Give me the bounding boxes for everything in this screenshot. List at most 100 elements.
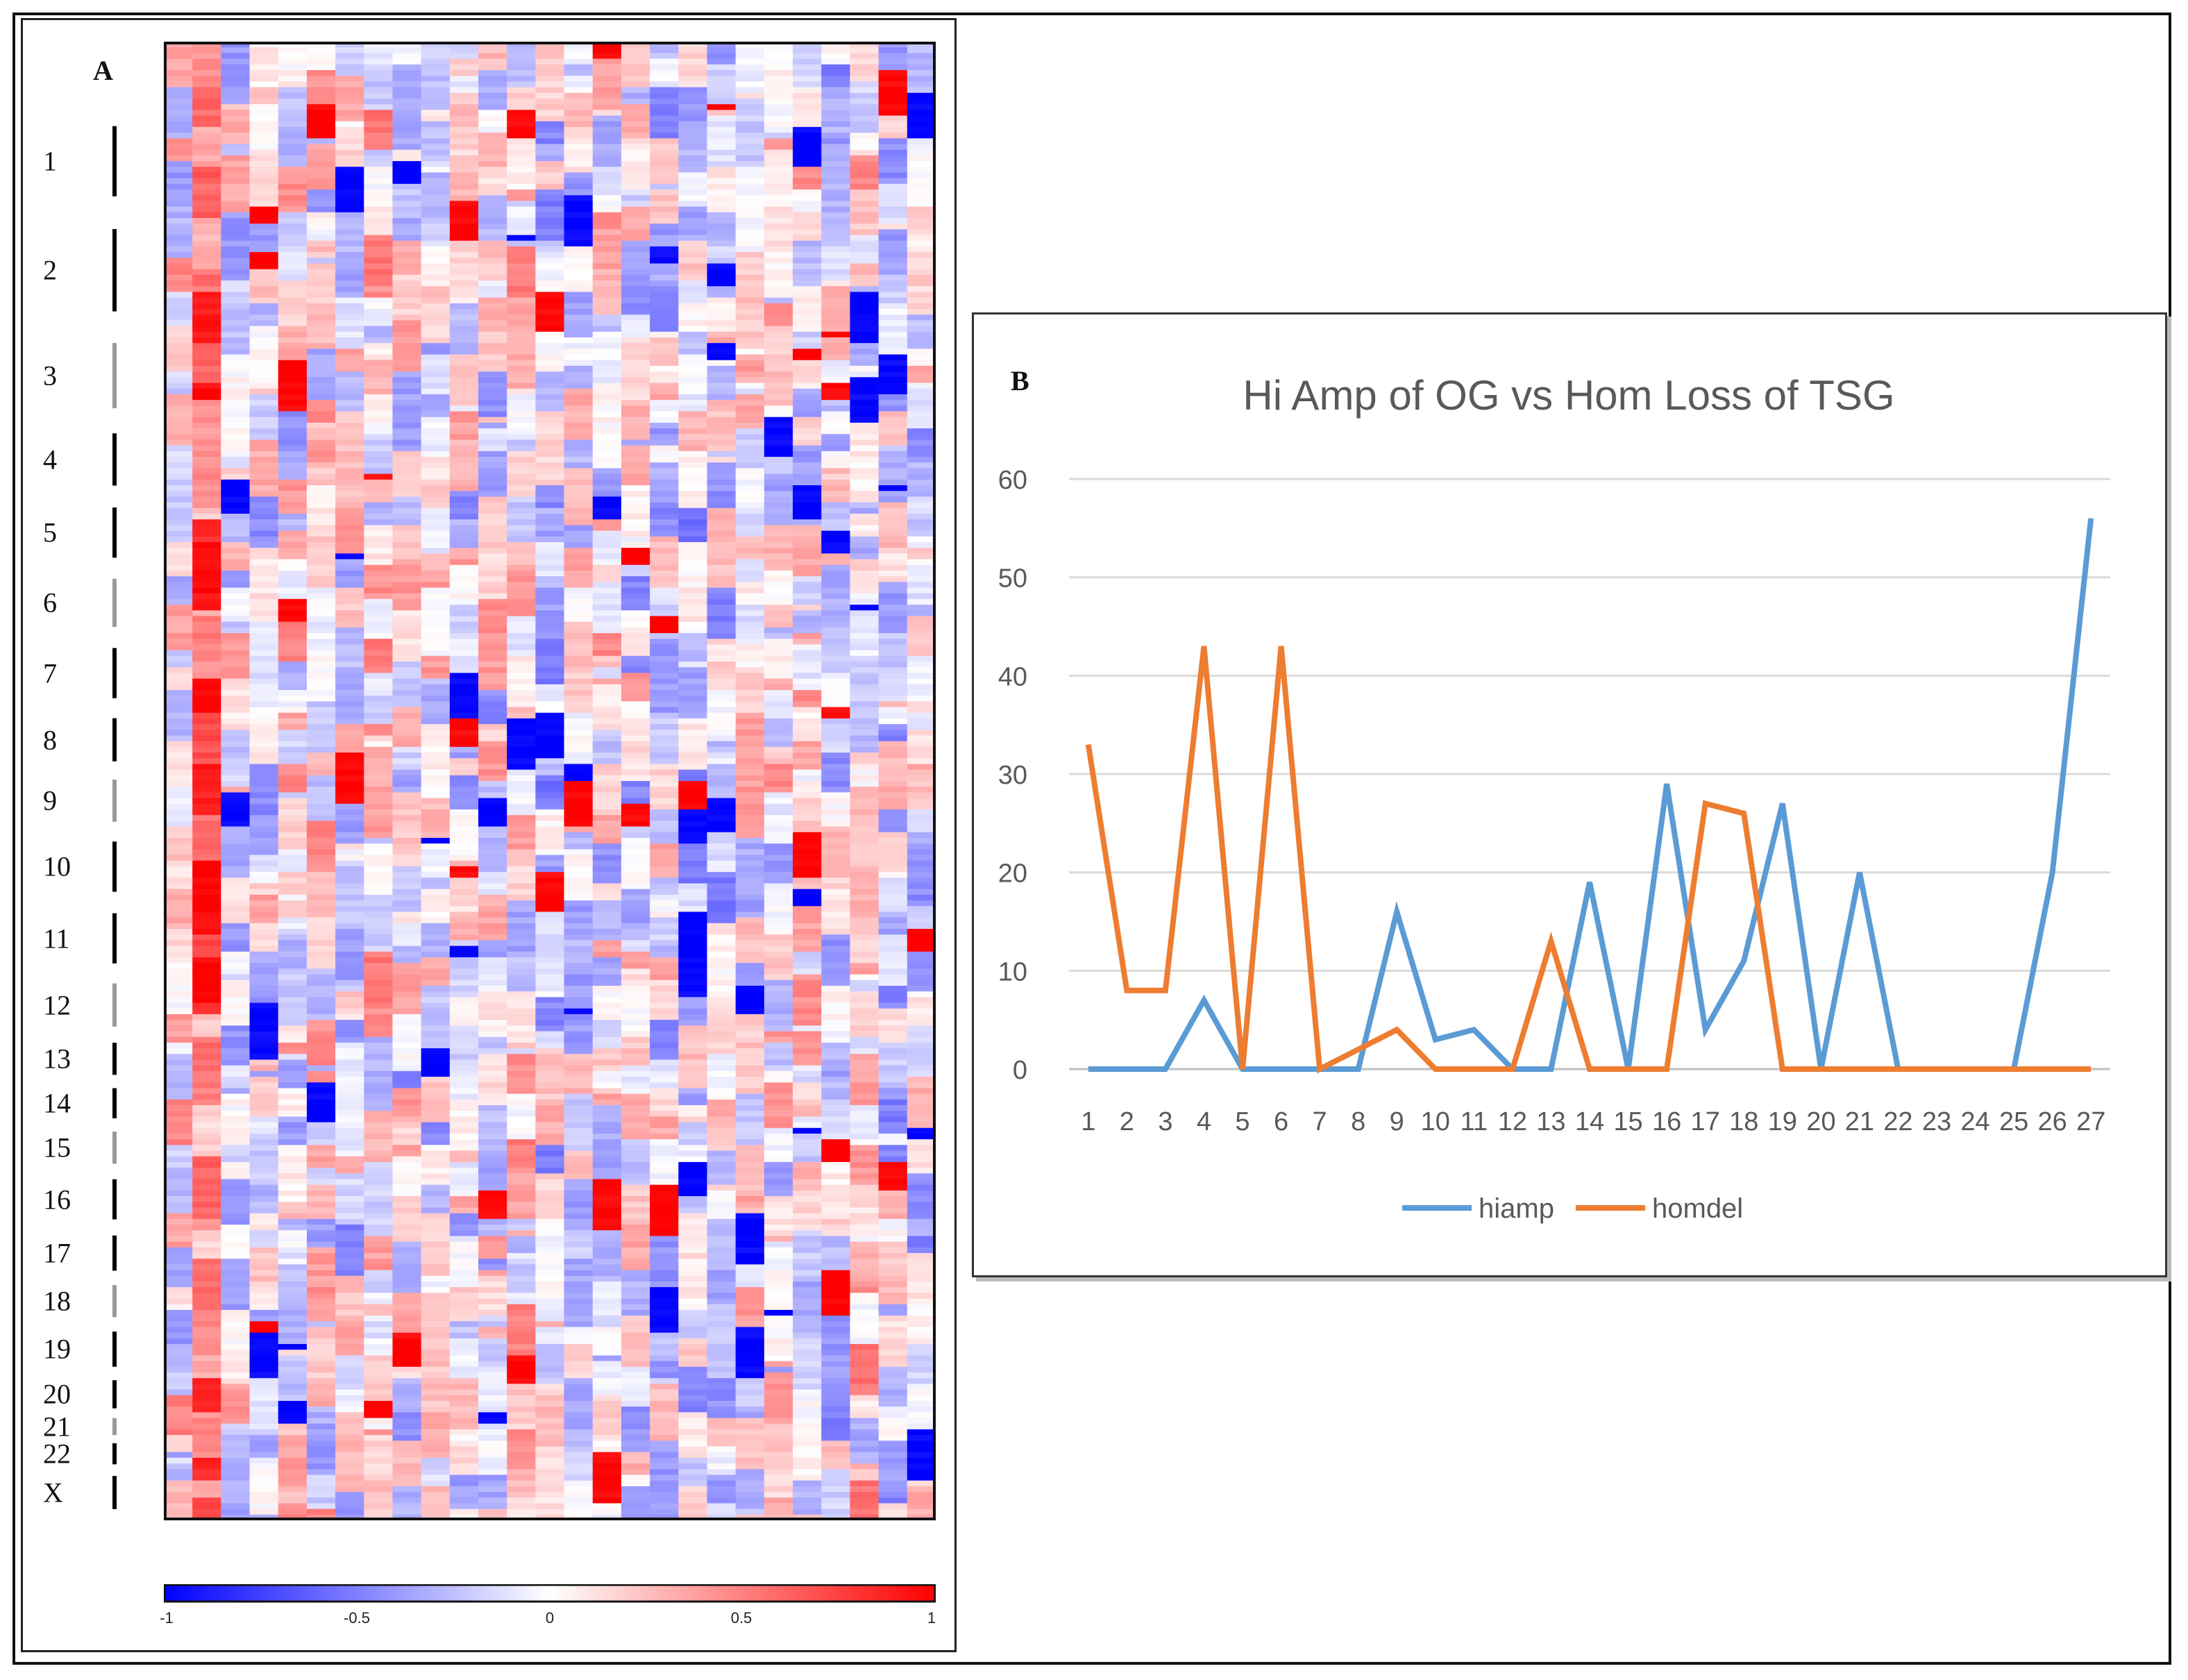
heatmap-cell (221, 479, 251, 486)
heatmap-cell (478, 1457, 507, 1464)
heatmap-cell (650, 1372, 679, 1379)
heatmap-cell (421, 240, 451, 247)
heatmap-cell (507, 980, 537, 986)
heatmap-cell (535, 753, 565, 759)
heatmap-cell (392, 1173, 422, 1180)
heatmap-cell (192, 1321, 221, 1328)
heatmap-cell (306, 1247, 336, 1254)
heatmap-cell (364, 536, 394, 543)
heatmap-cell (449, 76, 479, 82)
heatmap-cell (507, 707, 537, 714)
heatmap-cell (421, 883, 451, 890)
heatmap-cell (392, 1020, 422, 1026)
heatmap-cell (621, 809, 650, 816)
heatmap-cell (564, 388, 594, 395)
chromosome-band (112, 983, 117, 1027)
heatmap-cell (306, 42, 336, 48)
heatmap-cell (249, 92, 279, 99)
heatmap-cell (221, 1480, 251, 1487)
heatmap-cell (535, 906, 565, 913)
heatmap-cell (335, 445, 364, 452)
heatmap-cell (621, 1327, 650, 1334)
heatmap-cell (421, 1412, 451, 1419)
heatmap-cell (249, 576, 279, 582)
heatmap-cell (192, 115, 221, 122)
heatmap-cell (564, 1372, 594, 1379)
heatmap-cell (650, 161, 679, 167)
heatmap-cell (306, 167, 336, 174)
heatmap-cell (621, 576, 650, 582)
heatmap-cell (421, 696, 451, 702)
heatmap-cell (535, 292, 565, 299)
heatmap-cell (221, 1122, 251, 1129)
heatmap-cell (192, 286, 221, 293)
heatmap-cell (364, 1218, 394, 1225)
heatmap-cell (164, 1002, 193, 1009)
heatmap-cell (392, 1259, 422, 1265)
heatmap-cell (192, 371, 221, 378)
heatmap-cell (421, 906, 451, 913)
heatmap-cell (507, 678, 537, 685)
heatmap-cell (535, 1281, 565, 1288)
heatmap-cell (221, 655, 251, 662)
heatmap-cell (306, 582, 336, 589)
heatmap-cell (564, 274, 594, 281)
heatmap-cell (478, 491, 507, 497)
heatmap-cell (592, 781, 622, 787)
heatmap-cell (249, 1321, 279, 1328)
heatmap-cell (621, 1002, 650, 1009)
heatmap-cell (650, 309, 679, 315)
heatmap-cell (249, 781, 279, 787)
heatmap-cell (164, 383, 193, 389)
heatmap-cell (449, 47, 479, 53)
heatmap-cell (678, 798, 708, 805)
heatmap-cell (535, 633, 565, 639)
heatmap-cell (592, 87, 622, 94)
heatmap-cell (335, 224, 364, 230)
heatmap-cell (392, 1361, 422, 1368)
heatmap-cell (592, 1475, 622, 1481)
heatmap-cell (335, 593, 364, 600)
heatmap-cell (678, 258, 708, 264)
heatmap-cell (535, 832, 565, 839)
heatmap-cell (564, 997, 594, 1004)
heatmap-cell (535, 98, 565, 105)
heatmap-cell (249, 1252, 279, 1259)
heatmap-cell (192, 206, 221, 213)
heatmap-cell (249, 627, 279, 634)
heatmap-cell (449, 815, 479, 821)
heatmap-cell (621, 684, 650, 691)
heatmap-cell (507, 1281, 537, 1288)
heatmap-cell (221, 235, 251, 242)
heatmap-cell (678, 1389, 708, 1396)
heatmap-cell (278, 155, 308, 162)
heatmap-cell (221, 383, 251, 389)
heatmap-cell (592, 1225, 622, 1231)
heatmap-cell (535, 513, 565, 520)
heatmap-cell (478, 1469, 507, 1476)
heatmap-cell (421, 405, 451, 412)
heatmap-cell (335, 1389, 364, 1396)
heatmap-cell (364, 1104, 394, 1111)
heatmap-cell (306, 1281, 336, 1288)
heatmap-cell (192, 1082, 221, 1089)
heatmap-cell (421, 667, 451, 673)
heatmap-cell (364, 815, 394, 821)
heatmap-cell (678, 161, 708, 167)
heatmap-cell (535, 485, 565, 492)
heatmap-cell (621, 1196, 650, 1202)
heatmap-cell (392, 190, 422, 196)
heatmap-cell (278, 1270, 308, 1277)
heatmap-cell (392, 929, 422, 935)
heatmap-cell (221, 1156, 251, 1163)
heatmap-cell (449, 1082, 479, 1089)
heatmap-cell (221, 343, 251, 349)
heatmap-cell (650, 513, 679, 520)
heatmap-cell (507, 894, 537, 901)
heatmap-cell (478, 798, 507, 805)
heatmap-cell (249, 1361, 279, 1368)
heatmap-cell (221, 64, 251, 71)
heatmap-cell (335, 1099, 364, 1106)
heatmap-cell (592, 1366, 622, 1373)
heatmap-cell (278, 280, 308, 287)
